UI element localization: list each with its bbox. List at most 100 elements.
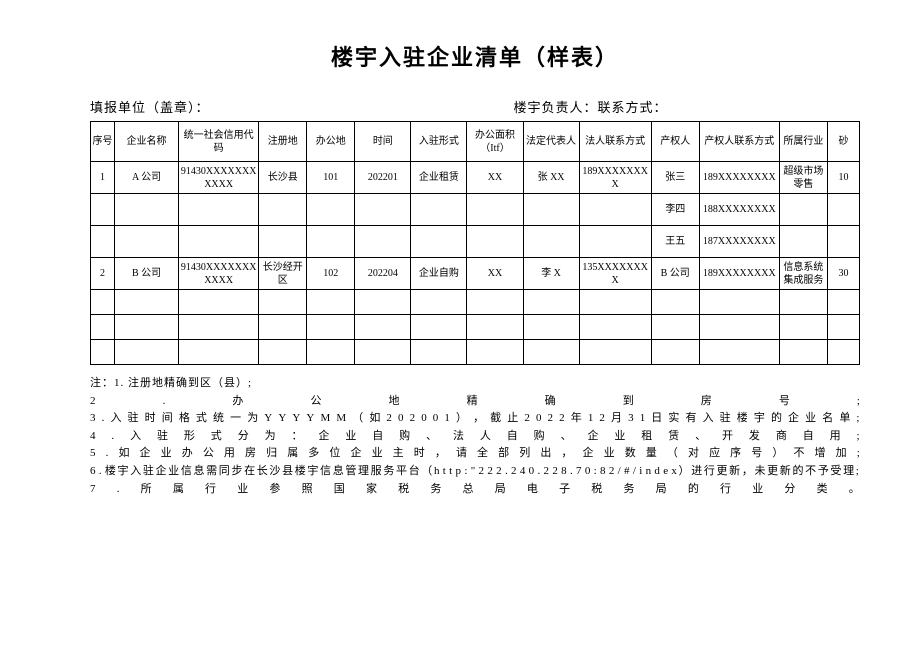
table-cell xyxy=(779,226,827,258)
note-line-4: 4 . 入 驻 形 式 分 为 ： 企 业 自 购 、 法 人 自 购 、 企 … xyxy=(90,428,860,446)
col-header-8: 法定代表人 xyxy=(523,122,579,162)
table-cell: 189XXXXXXXX xyxy=(579,162,651,194)
reporting-unit-label: 填报单位（盖章）： xyxy=(90,97,514,116)
table-cell: 202204 xyxy=(355,258,411,290)
table-cell: 超级市场零售 xyxy=(779,162,827,194)
table-cell xyxy=(115,194,179,226)
col-header-5: 时间 xyxy=(355,122,411,162)
table-cell xyxy=(523,226,579,258)
table-cell: B 公司 xyxy=(651,258,699,290)
table-cell xyxy=(827,290,859,315)
table-cell xyxy=(355,340,411,365)
table-cell xyxy=(307,194,355,226)
table-cell xyxy=(179,290,259,315)
note-line-2: 2 . 办 公 地 精 确 到 房 号 ; xyxy=(90,393,860,411)
notes-section: 注：1. 注册地精确到区（县）;2 . 办 公 地 精 确 到 房 号 ;3 .… xyxy=(90,375,860,498)
table-cell: 长沙经开区 xyxy=(259,258,307,290)
table-cell xyxy=(523,315,579,340)
table-cell xyxy=(579,340,651,365)
table-cell xyxy=(179,194,259,226)
table-cell xyxy=(579,290,651,315)
table-cell: 信息系统集成服务 xyxy=(779,258,827,290)
table-cell xyxy=(579,315,651,340)
table-body: 1A 公司91430XXXXXXXXXXX长沙县101202201企业租赁XX张… xyxy=(91,162,860,365)
table-cell: XX xyxy=(467,258,523,290)
col-header-2: 统一社会信用代码 xyxy=(179,122,259,162)
table-cell: 李四 xyxy=(651,194,699,226)
note-line-6: 6 . 楼宇入驻企业信息需同步在长沙县楼宇信息管理服务平台（h t t p : … xyxy=(90,463,860,481)
table-cell xyxy=(179,340,259,365)
table-cell xyxy=(411,315,467,340)
table-cell xyxy=(467,226,523,258)
table-cell xyxy=(355,194,411,226)
table-cell xyxy=(411,226,467,258)
table-cell: 101 xyxy=(307,162,355,194)
table-cell xyxy=(115,226,179,258)
table-cell: 长沙县 xyxy=(259,162,307,194)
table-cell: XX xyxy=(467,162,523,194)
col-header-6: 入驻形式 xyxy=(411,122,467,162)
table-cell xyxy=(355,290,411,315)
table-cell xyxy=(699,290,779,315)
table-cell xyxy=(467,315,523,340)
col-header-0: 序号 xyxy=(91,122,115,162)
table-cell xyxy=(115,340,179,365)
table-cell xyxy=(307,315,355,340)
table-cell xyxy=(91,340,115,365)
table-cell xyxy=(259,315,307,340)
table-cell: 2 xyxy=(91,258,115,290)
table-cell: 1 xyxy=(91,162,115,194)
table-cell: A 公司 xyxy=(115,162,179,194)
table-header-row: 序号企业名称统一社会信用代码注册地办公地时间入驻形式办公面积（Itf）法定代表人… xyxy=(91,122,860,162)
table-cell xyxy=(467,290,523,315)
table-row: 2B 公司91430XXXXXXXXXXX长沙经开区102202204企业自购X… xyxy=(91,258,860,290)
table-cell xyxy=(307,290,355,315)
table-cell xyxy=(651,315,699,340)
note-line-5: 5 . 如 企 业 办 公 用 房 归 属 多 位 企 业 主 时 ， 请 全 … xyxy=(90,445,860,463)
table-row: 王五187XXXXXXXX xyxy=(91,226,860,258)
table-row xyxy=(91,290,860,315)
col-header-10: 产权人 xyxy=(651,122,699,162)
table-cell xyxy=(259,226,307,258)
table-cell xyxy=(779,290,827,315)
table-cell xyxy=(179,315,259,340)
table-cell: 李 X xyxy=(523,258,579,290)
table-cell: 135XXXXXXXX xyxy=(579,258,651,290)
table-cell: B 公司 xyxy=(115,258,179,290)
table-cell xyxy=(91,290,115,315)
table-cell xyxy=(411,290,467,315)
col-header-4: 办公地 xyxy=(307,122,355,162)
table-cell xyxy=(355,315,411,340)
table-cell xyxy=(355,226,411,258)
table-cell xyxy=(651,340,699,365)
table-cell xyxy=(259,290,307,315)
table-cell xyxy=(115,315,179,340)
table-cell xyxy=(779,194,827,226)
page-title: 楼宇入驻企业清单（样表） xyxy=(90,40,860,72)
note-line-3: 3 . 入 驻 时 间 格 式 统 一 为 Y Y Y Y M M （ 如 2 … xyxy=(90,410,860,428)
table-cell: 91430XXXXXXXXXXX xyxy=(179,162,259,194)
table-cell xyxy=(827,340,859,365)
table-cell xyxy=(827,194,859,226)
table-cell: 张三 xyxy=(651,162,699,194)
table-cell xyxy=(523,194,579,226)
table-cell xyxy=(467,340,523,365)
table-cell: 企业租赁 xyxy=(411,162,467,194)
table-cell xyxy=(523,290,579,315)
table-cell xyxy=(259,194,307,226)
table-cell xyxy=(827,315,859,340)
table-cell xyxy=(467,194,523,226)
col-header-3: 注册地 xyxy=(259,122,307,162)
table-row xyxy=(91,340,860,365)
table-row: 李四188XXXXXXXX xyxy=(91,194,860,226)
table-cell: 10 xyxy=(827,162,859,194)
table-cell xyxy=(411,194,467,226)
col-header-11: 产权人联系方式 xyxy=(699,122,779,162)
col-header-1: 企业名称 xyxy=(115,122,179,162)
contact-label: 楼宇负责人：联系方式： xyxy=(514,97,861,116)
table-cell: 102 xyxy=(307,258,355,290)
table-cell xyxy=(699,340,779,365)
note-line-1: 注：1. 注册地精确到区（县）; xyxy=(90,375,860,393)
col-header-13: 砂 xyxy=(827,122,859,162)
table-cell: 30 xyxy=(827,258,859,290)
